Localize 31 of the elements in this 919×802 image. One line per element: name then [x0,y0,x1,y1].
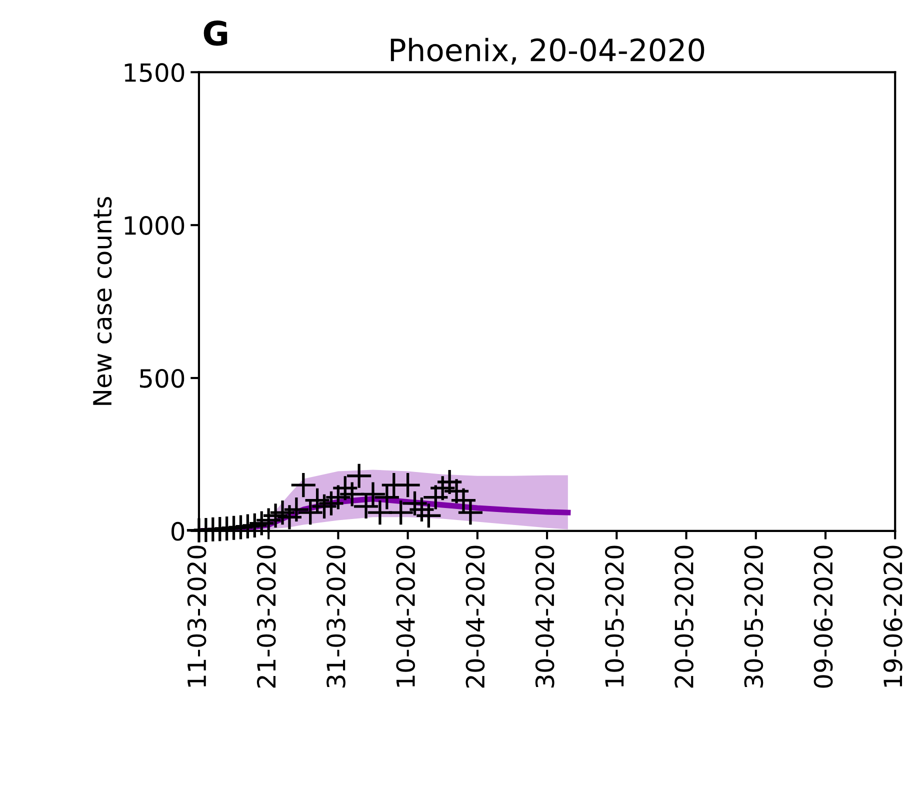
x-tick-label: 20-04-2020 [466,546,485,688]
point [374,485,399,510]
point [347,464,372,488]
x-tick-label: 11-03-2020 [187,546,206,687]
chart-title: Phoenix, 20-04-2020 [390,38,704,65]
point [416,504,441,528]
x-tick-label: 09-06-2020 [814,546,833,688]
point [291,473,316,498]
point [451,488,476,512]
point [388,500,413,525]
x-tick-label: 21-03-2020 [256,546,276,688]
y-tick-label: 1000 [124,216,184,235]
y-tick-label: 500 [140,368,184,388]
x-tick-label: 10-05-2020 [604,546,624,687]
x-tick-label: 20-05-2020 [674,546,694,688]
point [360,482,386,506]
y-tick-label: 1500 [124,63,184,82]
point [354,494,378,518]
point [284,497,308,522]
point [396,473,420,498]
y-tick-label: 0 [172,522,184,541]
x-tick-label: 19-06-2020 [883,546,902,687]
x-tick-label: 30-05-2020 [744,546,764,688]
text: G [204,20,228,46]
x-tick-label: 10-04-2020 [396,546,416,687]
y-axis-title: New case counts [93,197,112,405]
x-tick-label: 31-03-2020 [326,546,346,688]
x-tick-label: 30-04-2020 [535,546,554,688]
point [368,500,392,525]
point [298,500,322,525]
point [458,500,482,525]
